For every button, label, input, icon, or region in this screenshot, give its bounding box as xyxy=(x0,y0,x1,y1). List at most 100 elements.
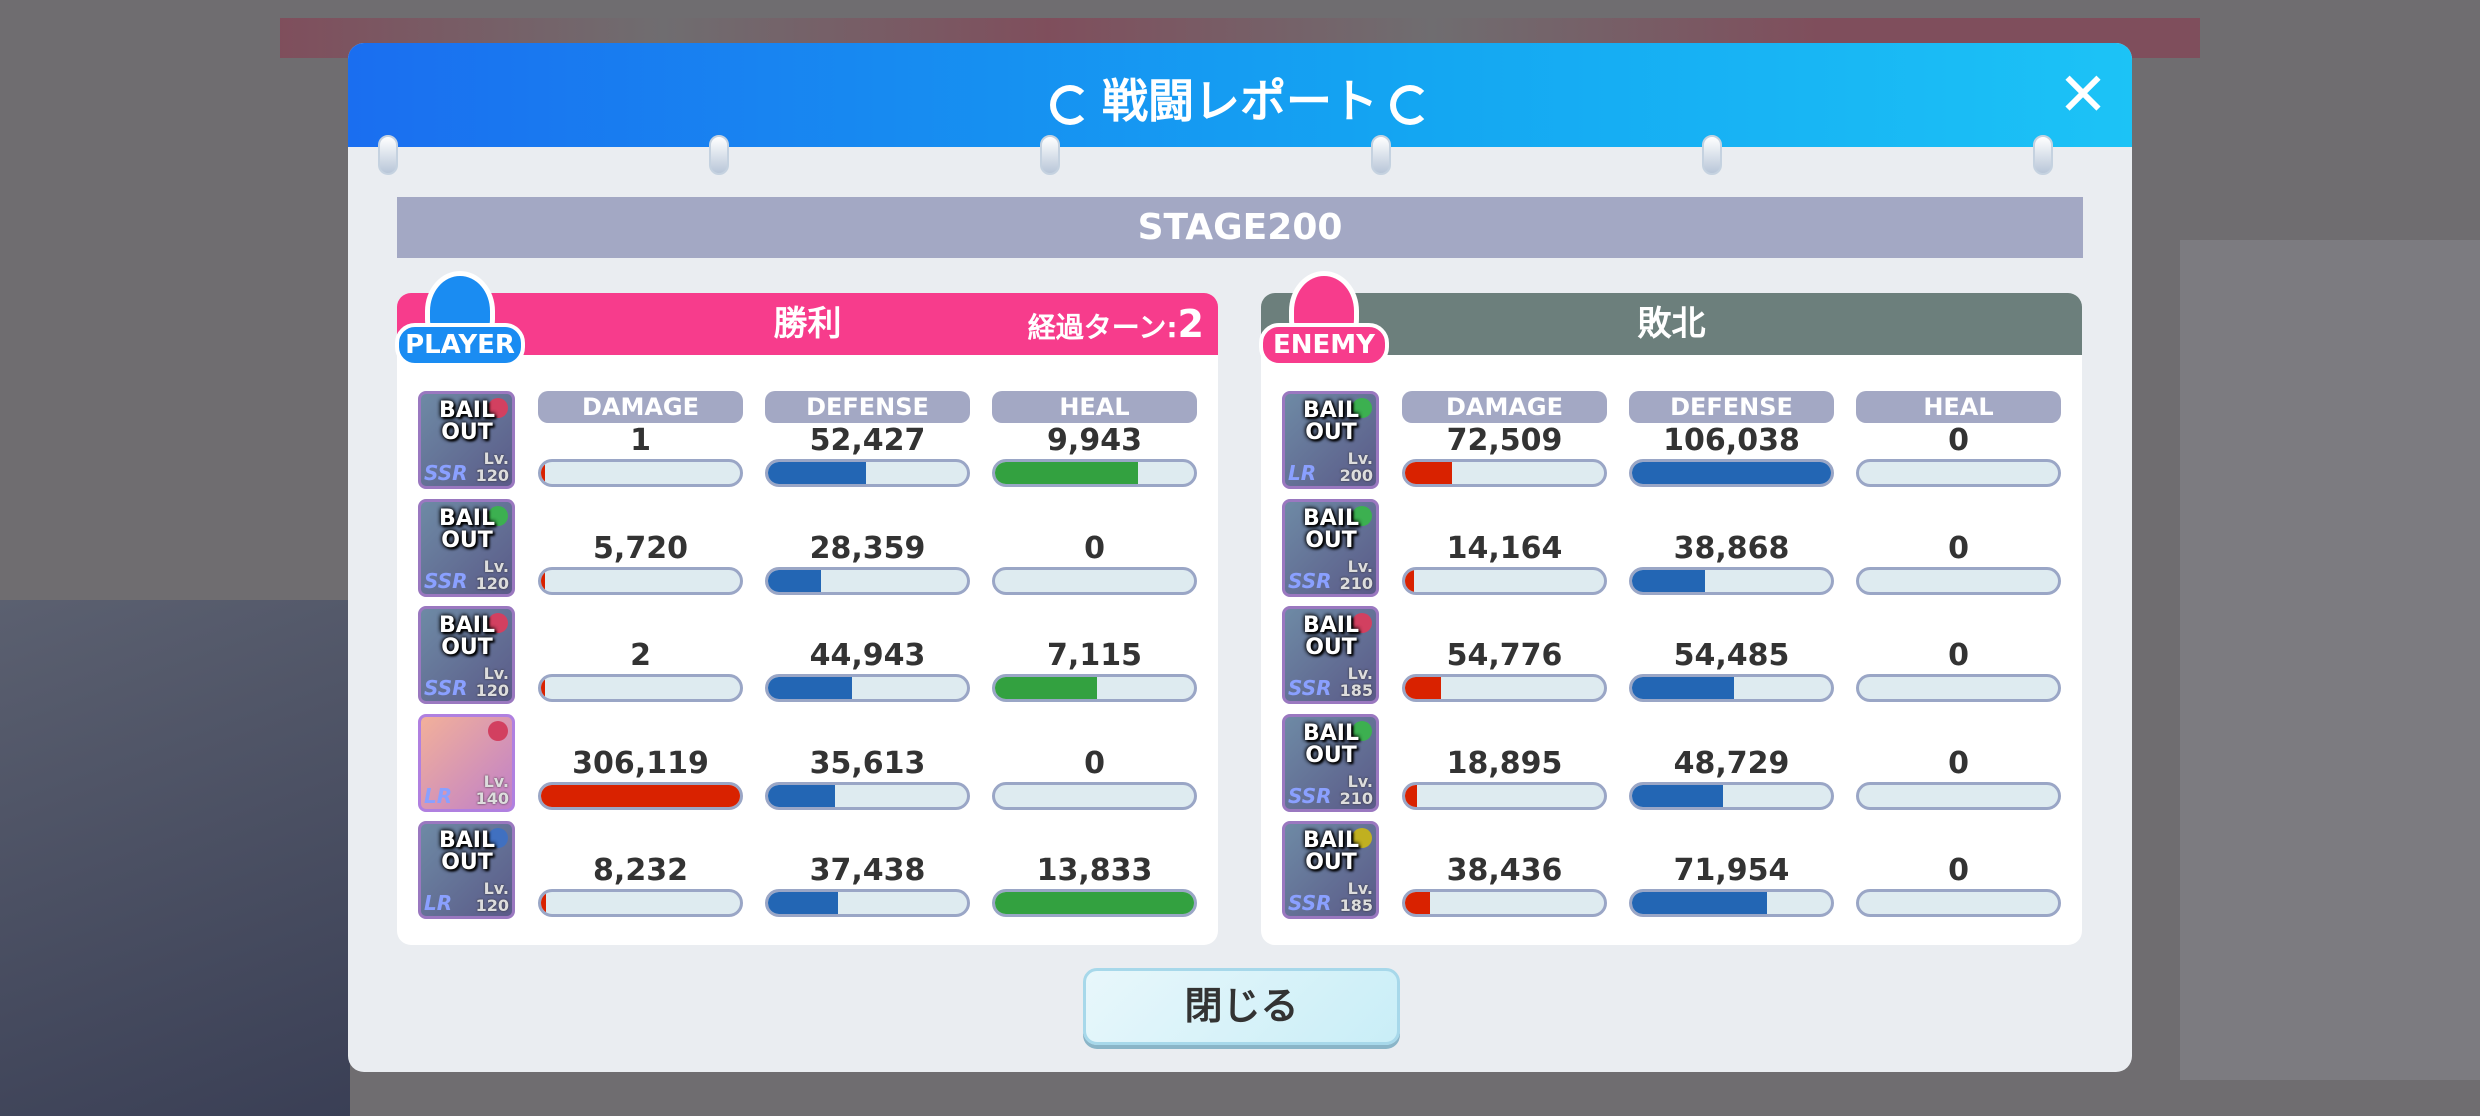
damage-bar xyxy=(1402,459,1607,487)
heal-stat: 0 xyxy=(1856,499,2061,599)
rarity-label: SSR xyxy=(1288,676,1332,700)
heal-stat: 0 xyxy=(1856,714,2061,814)
heal-bar xyxy=(992,459,1197,487)
result-label: 敗北 xyxy=(1637,304,1706,344)
heal-stat: HEAL 0 xyxy=(1856,391,2061,491)
level-label: Lv. 210 xyxy=(1339,771,1373,808)
bail-out-label: BAIL OUT xyxy=(1303,720,1359,768)
damage-bar xyxy=(538,889,743,917)
rarity-label: LR xyxy=(1288,461,1317,485)
stage-label: STAGE200 xyxy=(397,197,2083,258)
player-header: 勝利 経過ターン:2 xyxy=(397,293,1218,355)
unit-row: BAIL OUT SSR Lv. 210 18,895 48,729 0 xyxy=(1282,713,2072,814)
dialog-header: 戦闘レポート ✕ xyxy=(348,43,2132,147)
unit-portrait[interactable]: BAIL OUT SSR Lv. 120 xyxy=(418,391,515,489)
attribute-icon xyxy=(488,505,508,526)
bail-out-label: BAIL OUT xyxy=(439,505,495,553)
unit-portrait[interactable]: BAIL OUT SSR Lv. 120 xyxy=(418,498,515,597)
damage-stat: 54,776 xyxy=(1402,606,1607,706)
unit-portrait[interactable]: BAIL OUT SSR Lv. 210 xyxy=(1282,498,1379,597)
heal-value: 7,115 xyxy=(1047,638,1142,673)
defense-bar-fill xyxy=(1632,784,1724,807)
rarity-label: SSR xyxy=(424,568,468,593)
damage-value: 14,164 xyxy=(1446,530,1563,566)
dialog-title: 戦闘レポート xyxy=(1102,74,1378,128)
heal-bar xyxy=(1856,674,2061,702)
unit-portrait[interactable]: BAIL OUT SSR Lv. 185 xyxy=(1282,606,1379,704)
defense-bar xyxy=(765,781,970,810)
heal-stat: 0 xyxy=(1856,821,2061,921)
damage-column-header: DAMAGE xyxy=(1402,391,1607,423)
attribute-icon xyxy=(488,613,508,633)
background-panel xyxy=(2180,240,2480,1080)
level-label: Lv. 185 xyxy=(1339,664,1373,700)
damage-stat: 38,436 xyxy=(1402,821,1607,921)
result-label: 勝利 xyxy=(773,304,842,344)
unit-portrait[interactable]: LR Lv. 140 xyxy=(418,713,515,812)
heal-value: 0 xyxy=(1948,530,1969,566)
defense-bar-fill xyxy=(768,569,822,592)
damage-value: 306,119 xyxy=(572,745,709,781)
attribute-icon xyxy=(1352,613,1372,633)
bail-out-label: BAIL OUT xyxy=(1303,613,1359,660)
damage-stat: 18,895 xyxy=(1402,714,1607,814)
rarity-label: SSR xyxy=(1288,891,1332,915)
close-icon[interactable]: ✕ xyxy=(2057,60,2109,130)
damage-bar-fill xyxy=(541,677,545,699)
defense-value: 71,954 xyxy=(1673,853,1790,888)
heal-bar-fill xyxy=(995,677,1098,699)
attribute-icon xyxy=(1352,720,1372,741)
defense-bar-fill xyxy=(768,892,839,914)
unit-row: BAIL OUT LR Lv. 200 DAMAGE 72,509 DEFENSE… xyxy=(1282,391,2072,491)
defense-value: 37,438 xyxy=(809,853,926,888)
unit-portrait[interactable]: BAIL OUT LR Lv. 200 xyxy=(1282,391,1379,489)
heal-bar-fill xyxy=(995,462,1139,484)
defense-bar-fill xyxy=(1632,892,1768,914)
damage-value: 5,720 xyxy=(593,530,688,566)
defense-value: 54,485 xyxy=(1673,638,1790,673)
heal-stat: HEAL 9,943 xyxy=(992,391,1197,491)
bail-out-label: BAIL OUT xyxy=(1303,828,1359,875)
unit-portrait[interactable]: BAIL OUT LR Lv. 120 xyxy=(418,821,515,919)
damage-stat: 8,232 xyxy=(538,821,743,921)
damage-bar xyxy=(1402,781,1607,810)
attribute-icon xyxy=(1352,505,1372,526)
unit-row: BAIL OUT SSR Lv. 120 2 44,943 7,115 xyxy=(418,606,1208,706)
defense-bar-fill xyxy=(1632,462,1831,484)
heal-bar xyxy=(1856,781,2061,810)
unit-row: BAIL OUT LR Lv. 120 8,232 37,438 13,833 xyxy=(418,821,1208,921)
level-label: Lv. 200 xyxy=(1339,449,1373,485)
defense-bar xyxy=(765,674,970,702)
unit-portrait[interactable]: BAIL OUT SSR Lv. 210 xyxy=(1282,713,1379,812)
unit-portrait[interactable]: BAIL OUT SSR Lv. 120 xyxy=(418,606,515,704)
heal-value: 0 xyxy=(1948,745,1969,781)
heal-bar xyxy=(1856,459,2061,487)
heal-stat: 7,115 xyxy=(992,606,1197,706)
rarity-label: LR xyxy=(424,891,453,915)
defense-bar xyxy=(1629,781,1834,810)
heal-value: 13,833 xyxy=(1036,853,1153,888)
damage-value: 8,232 xyxy=(593,853,688,888)
unit-row: BAIL OUT SSR Lv. 210 14,164 38,868 0 xyxy=(1282,498,2072,599)
damage-stat: DAMAGE 72,509 xyxy=(1402,391,1607,491)
defense-stat: 28,359 xyxy=(765,499,970,599)
rarity-label: SSR xyxy=(424,461,468,485)
heal-bar xyxy=(1856,889,2061,917)
damage-stat: 5,720 xyxy=(538,499,743,599)
enemy-header: 敗北 xyxy=(1261,293,2082,355)
defense-bar xyxy=(765,459,970,487)
turn-count: 経過ターン:2 xyxy=(1027,302,1204,346)
bail-out-label: BAIL OUT xyxy=(439,828,495,875)
damage-bar-fill xyxy=(1405,677,1441,699)
level-label: Lv. 120 xyxy=(475,664,509,700)
damage-value: 18,895 xyxy=(1446,745,1563,781)
unit-portrait[interactable]: BAIL OUT SSR Lv. 185 xyxy=(1282,821,1379,919)
defense-value: 38,868 xyxy=(1673,530,1790,566)
defense-bar xyxy=(765,566,970,595)
damage-bar-fill xyxy=(541,462,545,484)
close-button[interactable]: 閉じる xyxy=(1083,968,1400,1045)
level-label: Lv. 185 xyxy=(1339,879,1373,915)
rarity-label: SSR xyxy=(424,676,468,700)
binder-ring xyxy=(2033,135,2053,175)
heal-stat: 13,833 xyxy=(992,821,1197,921)
